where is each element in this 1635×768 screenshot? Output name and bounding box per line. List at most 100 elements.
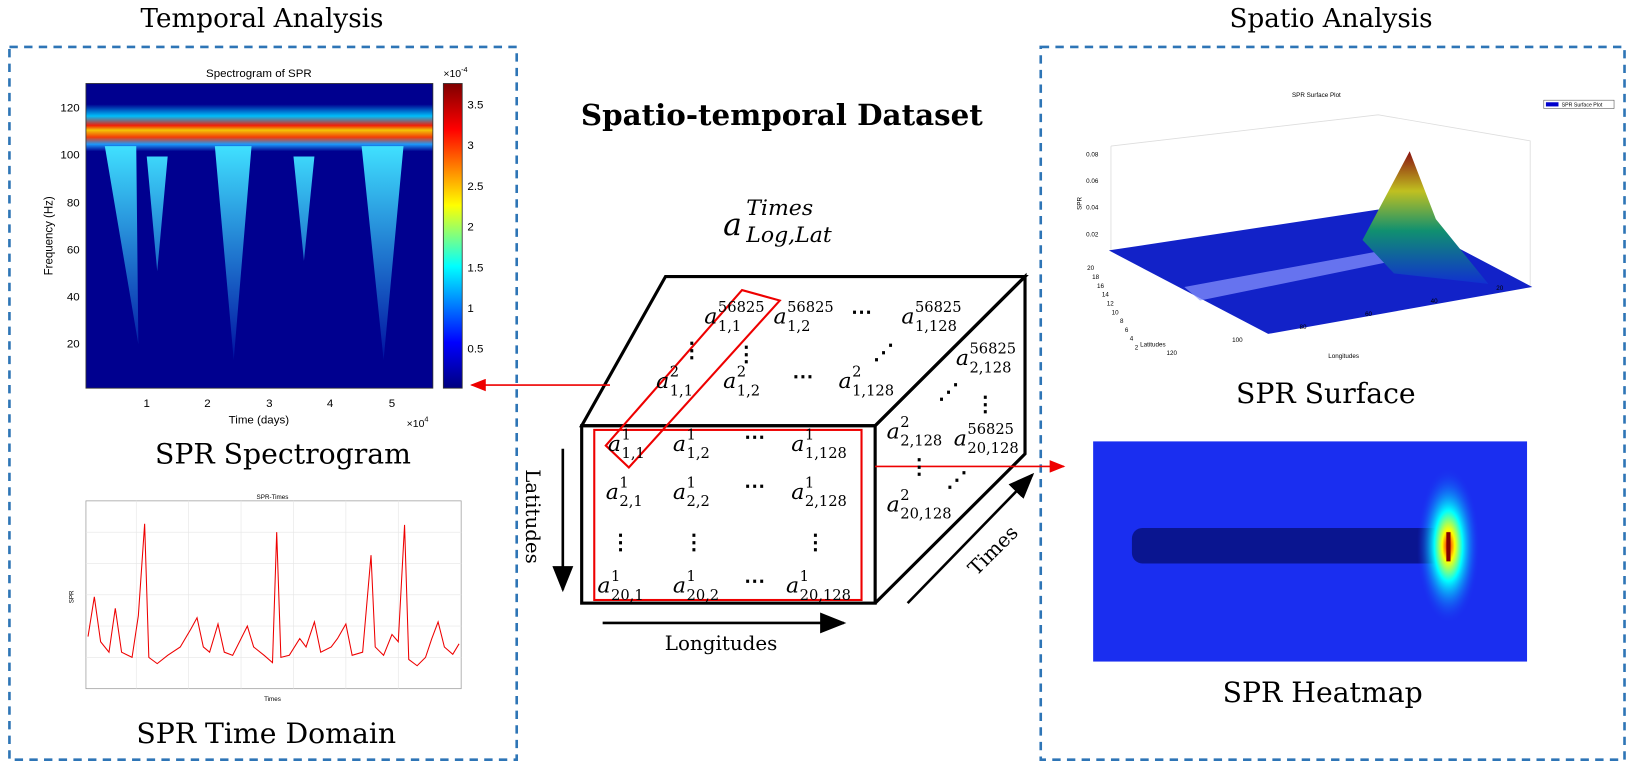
entry-sup: 1 [686, 474, 695, 491]
time-domain-title: SPR-Times [257, 494, 289, 501]
entry-base: a [791, 432, 804, 457]
entry-base: a [673, 574, 686, 599]
spectrogram-title: Spectrogram of SPR [206, 68, 312, 80]
lat-tick-label: 20 [1087, 265, 1095, 272]
ellipsis: ⋮ [610, 529, 631, 554]
x-tick-label: 4 [327, 398, 334, 410]
entry-sup: 1 [800, 568, 809, 585]
ellipsis: ⋯ [744, 473, 765, 498]
entry-sub: 2,2 [686, 493, 709, 510]
entry-sup: 2 [900, 487, 909, 504]
lat-tick-label: 14 [1102, 292, 1110, 299]
highlight-front [593, 428, 863, 602]
entry-sup: 1 [619, 474, 628, 491]
heatmap-image [1093, 441, 1528, 662]
entry-sub: 2,128 [900, 433, 942, 450]
lat-tick-label: 18 [1092, 274, 1100, 281]
x-tick-label: 1 [144, 398, 150, 410]
colorbar-tick-label: 1 [467, 303, 473, 315]
lon-tick-label: 80 [1299, 324, 1307, 331]
entry-sup: 56825 [787, 299, 834, 316]
entry-sup: 56825 [915, 299, 962, 316]
ellipsis: ⋯ [792, 363, 813, 388]
entry-sup: 1 [622, 426, 631, 443]
time-domain-ylabel: SPR [68, 590, 75, 603]
entry-sup: 2 [900, 414, 909, 431]
entry-base: a [901, 305, 914, 330]
lat-tick-label: 4 [1130, 336, 1134, 343]
ellipsis: ⋯ [744, 568, 765, 593]
entry-base: a [673, 432, 686, 457]
entry-sub: 1,128 [805, 445, 847, 462]
entry-sup: 1 [686, 426, 695, 443]
lat-tick-label: 10 [1112, 309, 1120, 316]
surface-image [1108, 99, 1615, 334]
lat-tick-label: 2 [1135, 345, 1139, 352]
colorbar-tick-label: 2 [467, 222, 473, 234]
dataset-title: Spatio-temporal Dataset [581, 98, 983, 132]
entry-sup: 56825 [969, 341, 1016, 358]
x-tick-label: 3 [266, 398, 272, 410]
notation-sub: Log,Lat [745, 223, 832, 248]
entry-sub: 20,128 [967, 440, 1018, 457]
z-tick-label: 0.08 [1086, 152, 1099, 159]
lat-tick-label: 12 [1107, 301, 1115, 308]
x-tick-label: 2 [204, 398, 210, 410]
entry-sub: 1,2 [737, 383, 760, 400]
lon-tick-label: 60 [1365, 311, 1373, 318]
z-tick-label: 0.02 [1086, 231, 1099, 238]
time-domain-caption: SPR Time Domain [136, 717, 396, 750]
y-tick-label: 100 [60, 150, 79, 162]
entry-base: a [887, 419, 900, 444]
spectrogram-ylabel: Frequency (Hz) [43, 196, 55, 275]
entry-base: a [606, 480, 619, 505]
latitudes-label: Latitudes [521, 469, 544, 564]
surface-zlabel: SPR [1077, 197, 1084, 210]
lat-tick-label: 6 [1125, 327, 1129, 334]
entry-sub: 20,128 [900, 506, 951, 523]
entry-base: a [954, 427, 967, 452]
notation-sup: Times [746, 196, 813, 221]
y-tick-label: 20 [67, 338, 80, 350]
entry-sup: 2 [737, 364, 746, 381]
entry-sub: 20,128 [800, 587, 851, 604]
lat-tick-label: 8 [1120, 318, 1124, 325]
spectrogram-caption: SPR Spectrogram [155, 437, 411, 470]
entry-base: a [673, 480, 686, 505]
y-tick-label: 120 [60, 103, 79, 115]
entry-base: a [786, 574, 799, 599]
entry-sup: 1 [805, 426, 814, 443]
entry-base: a [597, 574, 610, 599]
entry-base: a [608, 432, 621, 457]
lon-tick-label: 20 [1496, 285, 1504, 292]
ellipsis: ⋯ [851, 298, 872, 323]
entry-base: a [656, 369, 669, 394]
entry-sup: 56825 [718, 299, 765, 316]
colorbar-tick-label: 0.5 [467, 344, 483, 356]
colorbar-tick-label: 3.5 [467, 100, 483, 112]
entry-sub: 20,1 [611, 587, 644, 604]
z-tick-label: 0.04 [1086, 205, 1099, 212]
surface-xlabel: Longitudes [1328, 353, 1359, 360]
time-domain-image [85, 500, 462, 690]
time-domain-xlabel: Times [264, 696, 281, 703]
entry-base: a [956, 346, 969, 371]
entry-base: a [838, 369, 851, 394]
times-arrow [906, 472, 1035, 605]
entry-base: a [773, 305, 786, 330]
spectrogram-image [85, 83, 463, 389]
colorbar-scale: ×10-4 [443, 65, 467, 80]
spatio-frame [1039, 45, 1626, 761]
longitudes-label: Longitudes [665, 632, 778, 655]
entry-sup: 1 [611, 568, 620, 585]
colorbar-tick-label: 3 [467, 140, 473, 152]
ellipsis: ⋮ [683, 529, 704, 554]
ellipsis: ⋮ [736, 341, 757, 366]
x-tick-label: 5 [389, 398, 395, 410]
y-tick-label: 40 [67, 292, 80, 304]
surface-legend: SPR Surface Plot [1562, 102, 1603, 108]
y-tick-label: 60 [67, 245, 80, 257]
entry-sub: 2,128 [805, 493, 847, 510]
z-tick-label: 0.06 [1086, 178, 1099, 185]
